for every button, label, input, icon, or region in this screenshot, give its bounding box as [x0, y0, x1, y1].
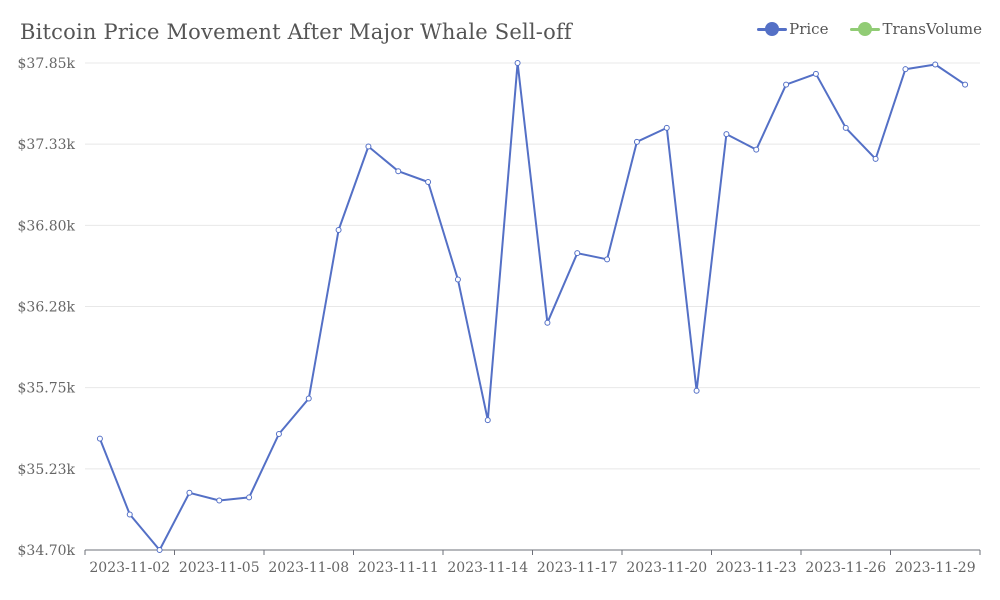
data-point [902, 66, 909, 73]
series-line-price [98, 62, 966, 551]
x-tick-label: 2023-11-26 [805, 560, 886, 576]
data-point [335, 226, 342, 233]
y-tick-label: $35.23k [18, 462, 76, 478]
x-tick-label: 2023-11-17 [537, 560, 618, 576]
legend-price-label: Price [789, 20, 829, 38]
data-point [365, 143, 372, 150]
legend-transvolume-label: TransVolume [882, 20, 982, 38]
y-tick-label: $37.33k [18, 137, 76, 153]
y-tick-label: $35.75k [18, 381, 76, 397]
data-point [186, 489, 193, 496]
data-point [663, 124, 670, 131]
x-tick-label: 2023-11-05 [179, 560, 260, 576]
x-tick-label: 2023-11-14 [447, 560, 528, 576]
chart-title: Bitcoin Price Movement After Major Whale… [20, 20, 572, 44]
x-tick-label: 2023-11-02 [89, 560, 170, 576]
legend: Price TransVolume [757, 20, 982, 38]
legend-transvolume-swatch-icon [850, 22, 881, 36]
x-tick-label: 2023-11-29 [895, 560, 976, 576]
x-tick-label: 2023-11-08 [268, 560, 349, 576]
data-point [783, 81, 790, 88]
data-point [246, 494, 253, 501]
data-point [216, 497, 223, 504]
data-point [275, 431, 282, 438]
data-point [126, 511, 133, 518]
data-point [96, 435, 103, 442]
data-point [574, 250, 581, 257]
data-point [484, 417, 491, 424]
data-point [693, 387, 700, 394]
data-point [872, 155, 879, 162]
data-point [514, 60, 521, 66]
y-tick-label: $36.80k [18, 218, 76, 234]
data-point [604, 256, 611, 263]
legend-item-price[interactable]: Price [757, 20, 828, 38]
y-tick-label: $36.28k [18, 300, 76, 316]
data-point [723, 131, 730, 138]
data-point [425, 179, 432, 186]
y-tick-label: $37.85k [18, 56, 76, 72]
y-tick-label: $34.70k [18, 543, 76, 559]
data-point [962, 81, 969, 88]
x-tick-label: 2023-11-23 [716, 560, 797, 576]
data-point [812, 70, 819, 77]
data-point [305, 395, 312, 402]
data-point [454, 276, 461, 283]
data-point [633, 138, 640, 145]
data-point [395, 168, 402, 175]
x-tick-label: 2023-11-11 [358, 560, 439, 576]
legend-price-swatch-icon [757, 22, 788, 36]
data-point [753, 146, 760, 153]
data-point [842, 124, 849, 131]
x-tick-label: 2023-11-20 [626, 560, 707, 576]
data-point [544, 319, 551, 326]
legend-item-transvolume[interactable]: TransVolume [850, 20, 982, 38]
data-point [932, 61, 939, 68]
data-point [156, 547, 163, 553]
